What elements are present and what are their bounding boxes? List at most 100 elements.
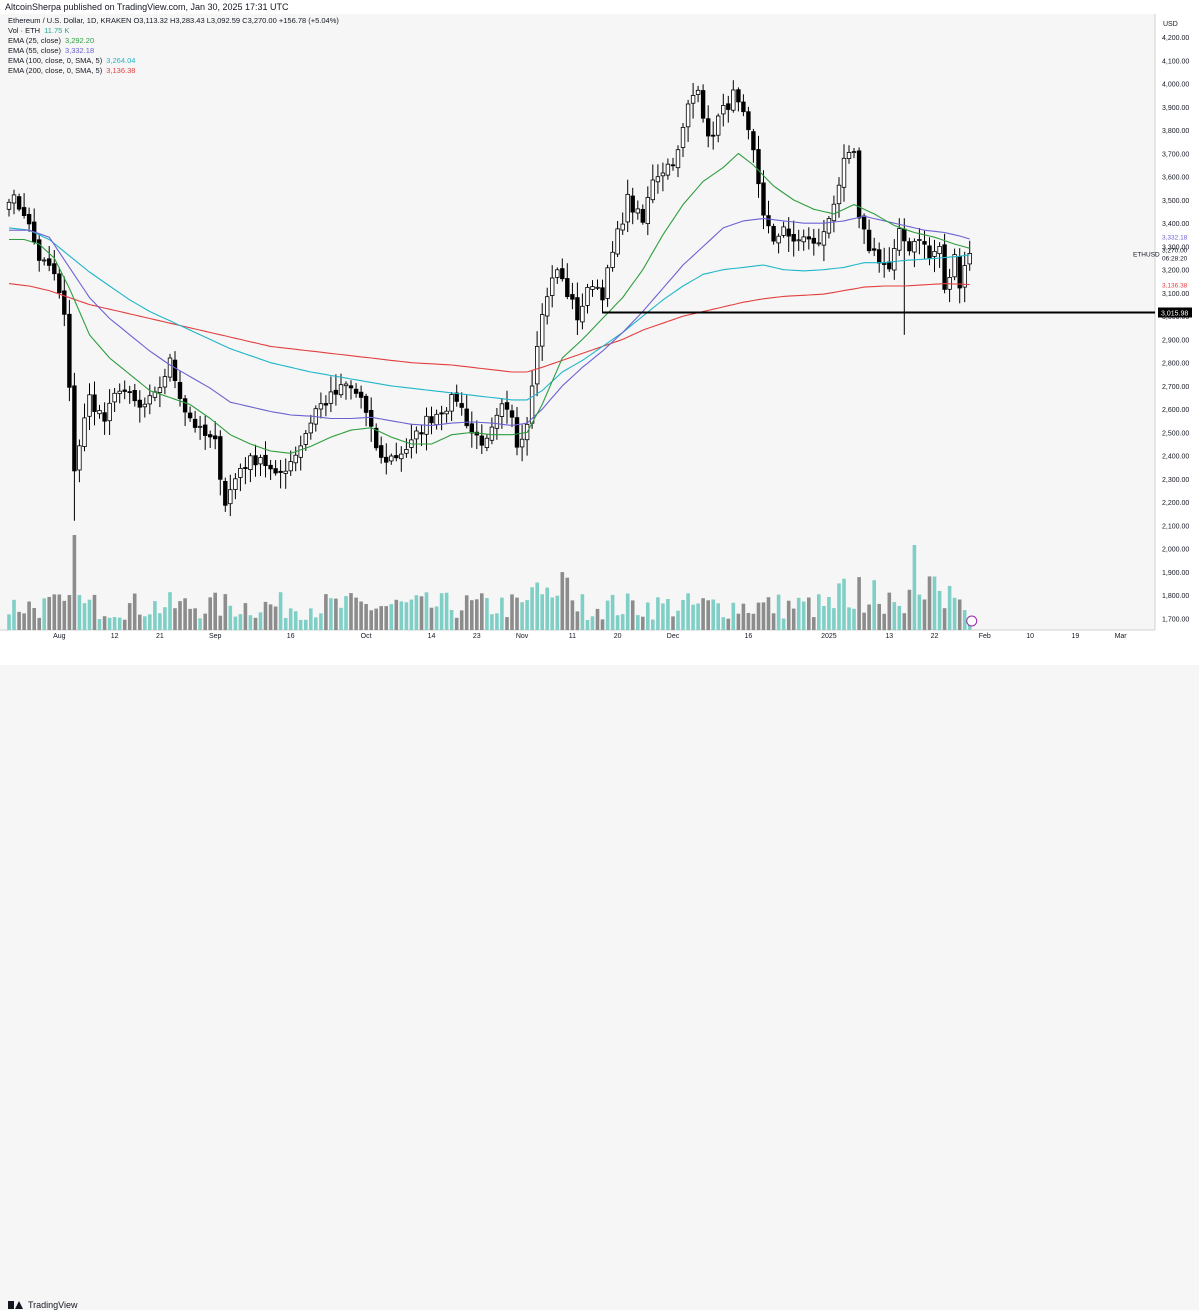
candle-body bbox=[77, 445, 82, 471]
volume-bar bbox=[505, 617, 509, 630]
volume-bar bbox=[827, 597, 831, 630]
candle-body bbox=[157, 387, 163, 394]
ema200-axis-label: 3,136.38 bbox=[1162, 283, 1188, 290]
candle-body bbox=[258, 457, 263, 465]
volume-bar bbox=[530, 587, 534, 630]
volume-bar bbox=[862, 612, 866, 630]
ema55-value: 3,332.18 bbox=[64, 46, 95, 56]
candle-body bbox=[243, 467, 248, 470]
volume-bar bbox=[444, 592, 449, 630]
candle-body bbox=[122, 389, 127, 392]
volume-bar bbox=[208, 597, 212, 630]
time-axis-labels: Aug 12 21 Sep 16 Oct 14 23 Nov 11 20 Dec 16 2025 13 22 F… bbox=[53, 633, 1127, 640]
candle-body bbox=[625, 193, 630, 223]
volume-bar bbox=[646, 602, 650, 630]
price-tick-label: 4,100.00 bbox=[1162, 59, 1189, 66]
volume-bar bbox=[143, 616, 147, 630]
candle-body bbox=[328, 391, 334, 404]
candle-body bbox=[736, 89, 741, 103]
candle-body bbox=[605, 267, 610, 299]
volume-bar bbox=[832, 608, 836, 630]
ema100-label: EMA (100, close, 0, SMA, 5) bbox=[8, 56, 103, 66]
candle-body bbox=[434, 413, 439, 425]
candle-body bbox=[273, 468, 278, 474]
candle-body bbox=[223, 480, 228, 506]
tradingview-logo[interactable]: TradingView bbox=[8, 1300, 78, 1310]
volume-bar bbox=[605, 600, 610, 630]
candle-body bbox=[746, 111, 751, 131]
candle-body bbox=[142, 403, 147, 408]
volume-bar bbox=[92, 594, 97, 630]
volume-bar bbox=[766, 597, 771, 630]
candle-body bbox=[856, 150, 862, 219]
volume-bar bbox=[47, 597, 51, 630]
volume-bar bbox=[801, 601, 806, 630]
volume-bar bbox=[812, 617, 816, 630]
volume-bar bbox=[138, 614, 142, 630]
candle-body bbox=[575, 297, 580, 321]
volume-bar bbox=[540, 594, 544, 630]
candle-body bbox=[323, 403, 329, 406]
volume-bar bbox=[641, 616, 645, 630]
volume-bar bbox=[7, 614, 11, 630]
volume-bar bbox=[188, 608, 192, 630]
volume-bar bbox=[304, 619, 308, 630]
candle-body bbox=[741, 101, 746, 113]
candle-body bbox=[595, 286, 600, 289]
volume-bar bbox=[127, 603, 132, 630]
volume-bar bbox=[193, 608, 197, 630]
volume-bar bbox=[424, 592, 429, 630]
candle-body bbox=[635, 208, 640, 214]
candle-body bbox=[882, 263, 887, 265]
candle-body bbox=[706, 118, 711, 137]
candle-body bbox=[851, 151, 857, 154]
volume-bar bbox=[761, 602, 766, 630]
time-tick-label: 12 bbox=[111, 633, 119, 640]
candle-body bbox=[841, 157, 847, 188]
candle-body bbox=[253, 455, 258, 466]
candle-body bbox=[560, 268, 565, 280]
volume-bar bbox=[515, 597, 519, 630]
candle-body bbox=[363, 395, 369, 413]
volume-bar bbox=[198, 618, 202, 630]
candle-body bbox=[726, 103, 731, 110]
legend-ema55[interactable]: EMA (55, close) 3,332.18 bbox=[8, 46, 339, 56]
volume-bar bbox=[107, 617, 112, 630]
candle-body bbox=[907, 241, 912, 252]
candle-body bbox=[429, 416, 434, 424]
volume-value: 11.75 K bbox=[44, 26, 70, 36]
legend-ema25[interactable]: EMA (25, close) 3,292.20 bbox=[8, 36, 339, 46]
volume-bar bbox=[736, 613, 741, 630]
candle-body bbox=[6, 201, 12, 210]
candle-body bbox=[248, 455, 253, 470]
volume-bar bbox=[726, 618, 731, 630]
candle-body bbox=[308, 422, 313, 434]
price-chart[interactable]: 4,200.00 4,100.00 4,000.00 3,900.00 3,800.00… bbox=[0, 0, 1199, 665]
candle-body bbox=[565, 278, 570, 298]
candle-body bbox=[751, 131, 756, 151]
candle-body bbox=[716, 115, 721, 136]
volume-bar bbox=[389, 604, 394, 630]
volume-bar bbox=[163, 607, 167, 630]
candle-body bbox=[207, 434, 213, 438]
candle-body bbox=[630, 195, 635, 213]
candle-body bbox=[47, 258, 52, 266]
volume-bar bbox=[671, 616, 675, 630]
support-price-label: 3,015.98 bbox=[1161, 311, 1188, 318]
legend-ema200[interactable]: EMA (200, close, 0, SMA, 5) 3,136.38 bbox=[8, 66, 339, 76]
candle-body bbox=[660, 172, 666, 177]
candle-body bbox=[620, 223, 625, 231]
legend-volume[interactable]: Vol · ETH 11.75 K bbox=[8, 26, 339, 36]
footer-bar: TradingView bbox=[0, 648, 1199, 1310]
candle-body bbox=[373, 427, 379, 449]
volume-bar bbox=[837, 583, 841, 630]
volume-bar bbox=[394, 599, 399, 630]
legend-ema100[interactable]: EMA (100, close, 0, SMA, 5) 3,264.04 bbox=[8, 56, 339, 66]
candle-body bbox=[288, 461, 293, 472]
volume-bar bbox=[600, 619, 605, 630]
candle-body bbox=[902, 228, 907, 242]
legend-symbol[interactable]: Ethereum / U.S. Dollar, 1D, KRAKEN O3,11… bbox=[8, 16, 339, 26]
volume-bar bbox=[741, 603, 746, 630]
ema200-label: EMA (200, close, 0, SMA, 5) bbox=[8, 66, 103, 76]
volume-bar bbox=[686, 593, 690, 630]
